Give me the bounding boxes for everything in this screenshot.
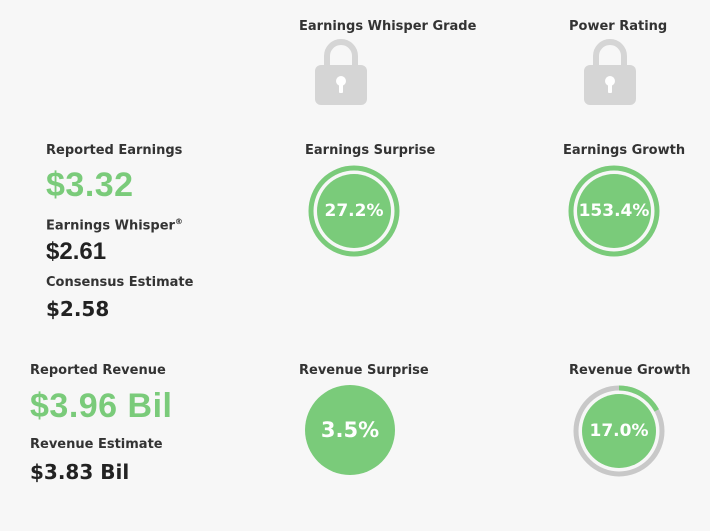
- revenue-surprise-value: 3.5%: [320, 418, 380, 442]
- earnings-whisper-value: $2.61: [46, 238, 107, 265]
- revenue-estimate-label: Revenue Estimate: [30, 437, 163, 452]
- earnings-whisper-label: Earnings Whisper®: [46, 217, 183, 234]
- reported-revenue-label: Reported Revenue: [30, 363, 166, 378]
- earnings-whisper-grade-header: Earnings Whisper Grade: [299, 19, 477, 34]
- revenue-growth-gauge: 17.0%: [573, 385, 665, 477]
- reported-earnings-value: $3.32: [46, 166, 134, 204]
- revenue-growth-value: 17.0%: [589, 421, 649, 441]
- revenue-growth-label: Revenue Growth: [569, 363, 691, 378]
- earnings-growth-label: Earnings Growth: [563, 143, 686, 158]
- earnings-surprise-value: 27.2%: [324, 201, 384, 221]
- revenue-estimate-value: $3.83 Bil: [30, 460, 130, 484]
- power-rating-header: Power Rating: [569, 19, 668, 34]
- lock-icon: [314, 37, 368, 106]
- earnings-surprise-label: Earnings Surprise: [305, 143, 436, 158]
- revenue-growth-progress: [573, 385, 665, 477]
- consensus-estimate-value: $2.58: [46, 297, 110, 321]
- earnings-growth-gauge: 153.4%: [568, 165, 660, 257]
- registered-mark: ®: [174, 217, 183, 226]
- consensus-estimate-label: Consensus Estimate: [46, 275, 194, 290]
- earnings-surprise-gauge: 27.2%: [308, 165, 400, 257]
- earnings-growth-value: 153.4%: [578, 201, 650, 221]
- reported-earnings-label: Reported Earnings: [46, 143, 183, 158]
- revenue-surprise-label: Revenue Surprise: [299, 363, 429, 378]
- lock-icon: [583, 37, 637, 106]
- reported-revenue-value: $3.96 Bil: [30, 387, 173, 425]
- revenue-surprise-gauge: 3.5%: [305, 385, 395, 475]
